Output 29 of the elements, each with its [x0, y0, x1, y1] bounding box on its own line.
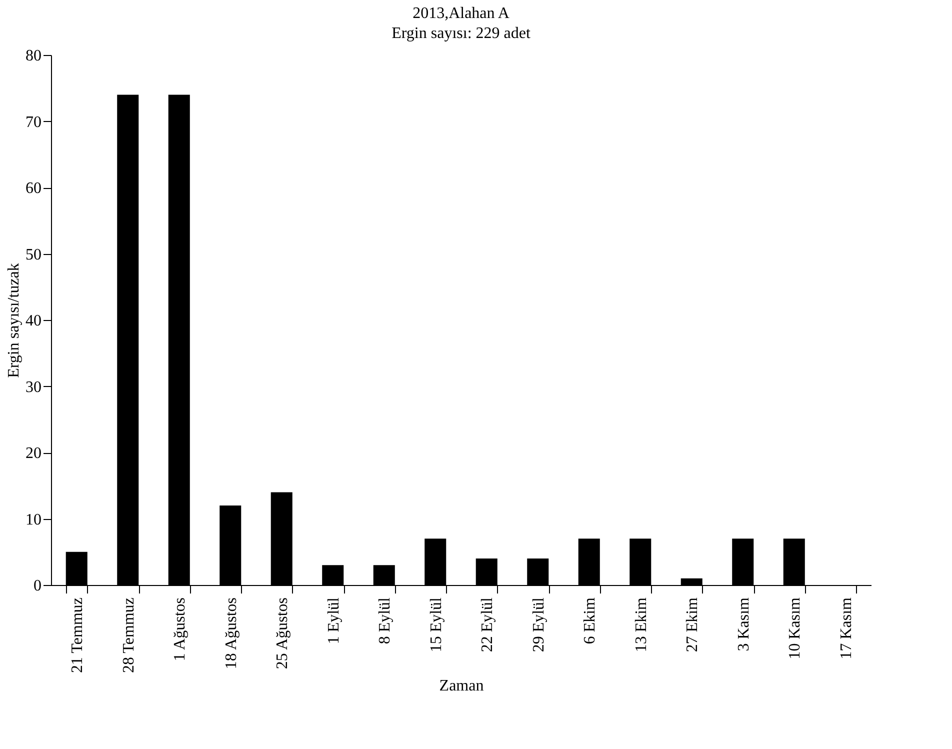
y-tick-label: 0 — [34, 578, 42, 594]
chart-title: 2013,Alahan A — [412, 5, 510, 22]
x-tick-label: 29 Eylül — [530, 596, 548, 652]
y-tick-label: 20 — [26, 445, 42, 462]
x-tick-label: 10 Kasım — [786, 596, 804, 660]
x-tick-label: 25 Ağustos — [274, 598, 292, 670]
y-tick-label: 60 — [26, 180, 42, 197]
x-tick-label: 27 Ekim — [684, 596, 702, 652]
x-tick-label: 28 Temmuz — [120, 598, 138, 673]
x-tick-label: 22 Eylül — [479, 596, 496, 652]
y-tick-label: 10 — [26, 511, 42, 528]
y-tick-label: 30 — [26, 378, 42, 396]
x-axis-title: Zaman — [439, 677, 484, 694]
x-tick-label: 3 Kasım — [735, 596, 752, 652]
x-tick-label: 15 Eylül — [428, 596, 445, 652]
x-tick-label: 6 Ekim — [582, 596, 599, 644]
y-tick-label: 80 — [26, 48, 42, 64]
x-tick-label: 18 Ağustos — [222, 598, 240, 670]
x-tick-label: 1 Ağustos — [172, 598, 189, 662]
x-tick-label: 17 Kasım — [838, 596, 855, 660]
y-tick-label: 40 — [26, 312, 42, 330]
y-tick-label: 50 — [26, 246, 42, 264]
x-tick-label: 8 Eylül — [376, 596, 394, 644]
x-tick-label: 21 Temmuz — [69, 598, 86, 673]
y-tick-label: 70 — [26, 114, 42, 131]
chart-subtitle: Ergin sayısı: 229 adet — [392, 25, 531, 42]
x-tick-label: 1 Eylül — [325, 596, 342, 644]
y-axis-title: Ergin sayısı/tuzak — [6, 263, 22, 378]
x-tick-label: 13 Ekim — [632, 596, 650, 652]
